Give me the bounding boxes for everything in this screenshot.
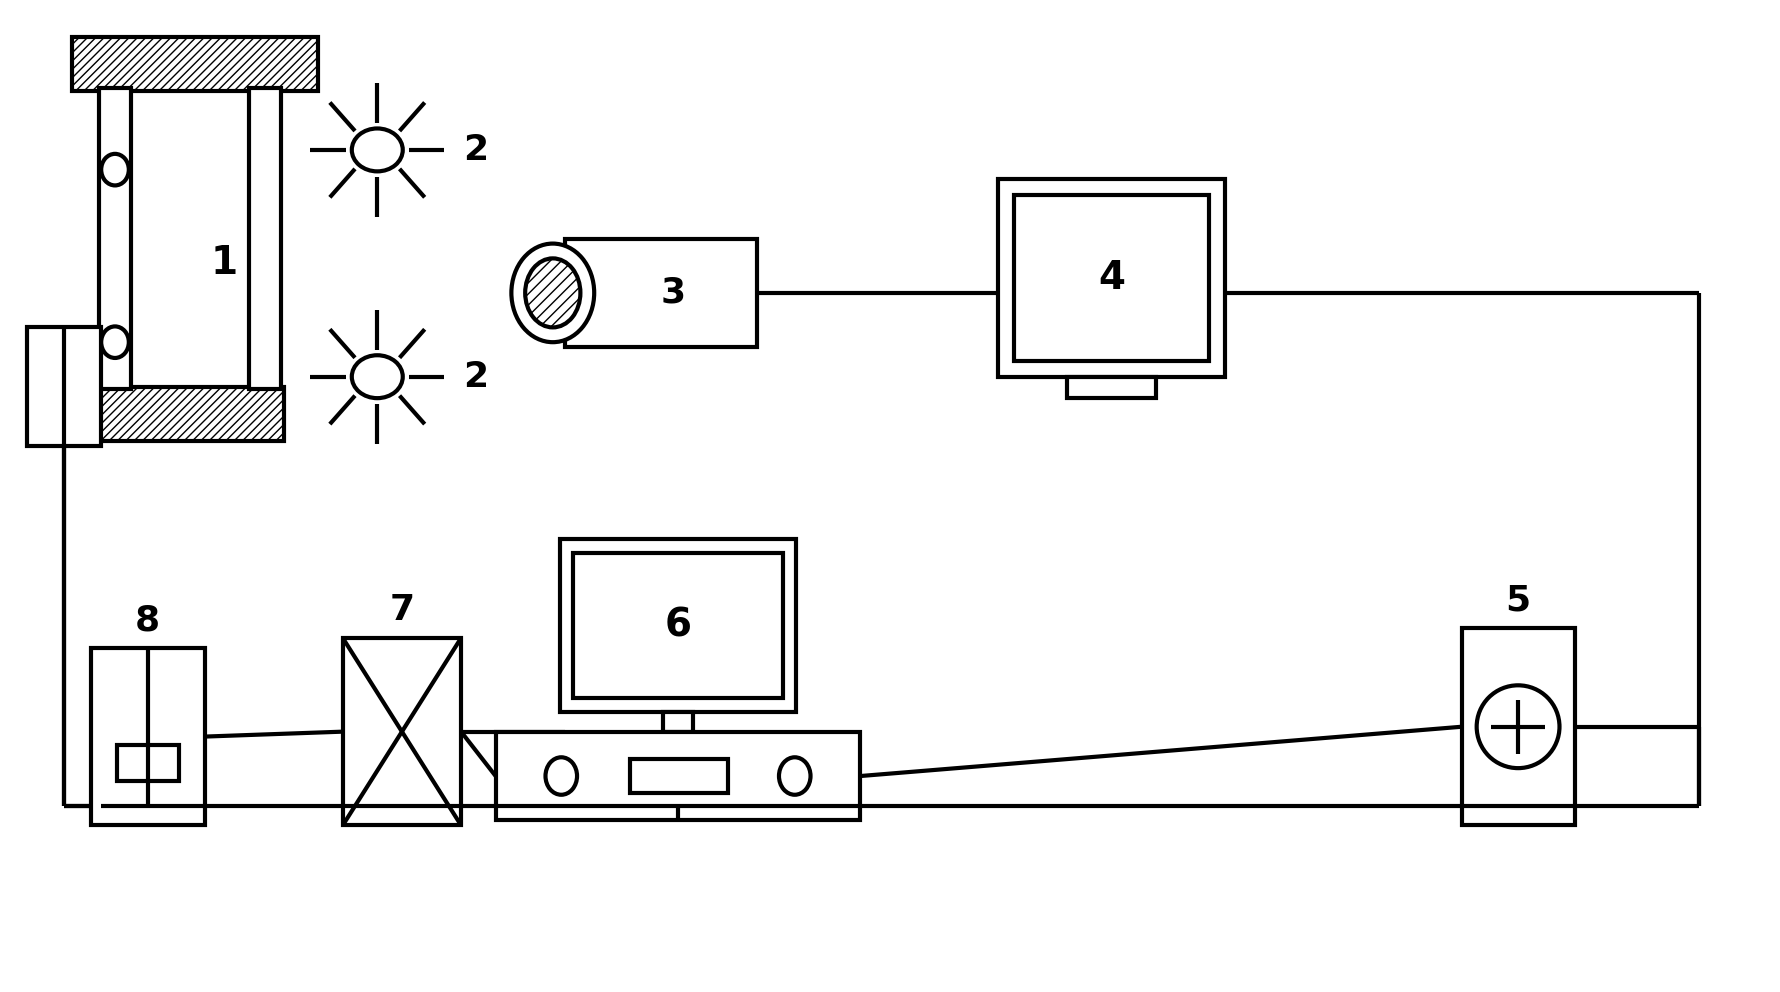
Bar	[573, 554, 783, 698]
Ellipse shape	[352, 355, 402, 398]
Bar	[1068, 377, 1157, 399]
Ellipse shape	[352, 128, 402, 172]
Ellipse shape	[525, 258, 580, 327]
Bar	[249, 88, 281, 389]
Bar	[91, 648, 205, 825]
Text: 6: 6	[664, 606, 691, 644]
Ellipse shape	[101, 154, 128, 186]
Text: 2: 2	[463, 133, 488, 167]
Bar	[630, 759, 728, 793]
Bar	[344, 638, 461, 825]
Ellipse shape	[1477, 685, 1559, 768]
Bar	[71, 387, 283, 440]
Bar	[100, 88, 130, 389]
Text: 5: 5	[1506, 583, 1531, 617]
Ellipse shape	[545, 757, 577, 795]
Bar	[27, 327, 101, 445]
Bar	[664, 712, 692, 732]
Text: 3: 3	[660, 276, 685, 310]
Bar	[495, 732, 860, 820]
Text: 7: 7	[390, 593, 415, 627]
Bar	[117, 745, 180, 781]
Bar	[564, 239, 756, 347]
Ellipse shape	[101, 326, 128, 358]
Bar	[1015, 195, 1209, 361]
Ellipse shape	[511, 244, 595, 342]
Ellipse shape	[780, 757, 810, 795]
Bar	[559, 540, 796, 712]
Text: 8: 8	[135, 603, 160, 637]
Text: 2: 2	[463, 360, 488, 394]
Text: 4: 4	[1098, 259, 1125, 297]
Bar	[71, 37, 319, 90]
Bar	[999, 180, 1225, 377]
Text: 1: 1	[210, 244, 239, 283]
Bar	[1461, 628, 1575, 825]
